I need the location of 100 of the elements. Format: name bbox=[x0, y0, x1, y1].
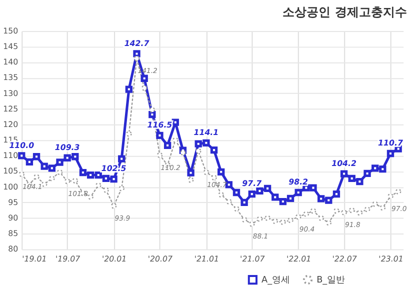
y-tick-label: 120 bbox=[3, 120, 18, 129]
y-tick-label: 105 bbox=[3, 166, 18, 176]
point bbox=[295, 214, 302, 220]
point bbox=[134, 56, 140, 62]
point bbox=[156, 132, 164, 140]
point bbox=[94, 171, 102, 179]
data-label: 110.7 bbox=[378, 138, 404, 148]
point bbox=[388, 193, 394, 200]
x-tick-label: '20.01 bbox=[102, 254, 127, 264]
data-label: 109.3 bbox=[54, 143, 80, 152]
x-tick-label: '21.07 bbox=[240, 254, 265, 264]
point bbox=[210, 146, 218, 154]
point bbox=[332, 190, 340, 198]
point bbox=[149, 106, 156, 113]
point bbox=[386, 150, 394, 158]
data-label: 114.1 bbox=[194, 128, 219, 138]
point bbox=[279, 198, 287, 206]
legend-label: A_영세 bbox=[262, 276, 290, 286]
point bbox=[317, 195, 325, 202]
point bbox=[141, 85, 148, 91]
point bbox=[334, 208, 340, 214]
point bbox=[302, 184, 310, 192]
chart-title: 소상공인 경제고충지수 bbox=[282, 5, 407, 20]
point bbox=[325, 196, 332, 204]
y-tick-label: 135 bbox=[3, 73, 18, 82]
point bbox=[280, 219, 286, 225]
point bbox=[303, 211, 310, 217]
y-tick-label: 140 bbox=[3, 58, 18, 67]
point bbox=[126, 130, 132, 137]
point bbox=[48, 164, 56, 172]
point bbox=[118, 186, 125, 192]
point bbox=[326, 220, 332, 226]
data-label: 142.7 bbox=[124, 38, 150, 48]
x-tick-label: '23.01 bbox=[378, 254, 404, 264]
point bbox=[340, 170, 348, 178]
x-tick-label: '22.01 bbox=[286, 254, 312, 264]
point bbox=[64, 178, 70, 184]
point bbox=[202, 139, 210, 146]
point bbox=[156, 152, 163, 158]
point bbox=[34, 174, 40, 180]
point bbox=[118, 155, 126, 162]
y-tick-label: 125 bbox=[3, 104, 18, 114]
y-tick-label: 130 bbox=[3, 88, 18, 98]
y-tick-label: 95 bbox=[8, 198, 18, 207]
point bbox=[194, 140, 202, 148]
point bbox=[18, 152, 26, 160]
point bbox=[148, 110, 156, 118]
point bbox=[226, 198, 232, 204]
point bbox=[172, 137, 178, 143]
point bbox=[356, 178, 364, 186]
point bbox=[364, 170, 371, 178]
x-tick-label: '19.01 bbox=[22, 254, 47, 264]
y-tick-label: 145 bbox=[3, 42, 18, 52]
point bbox=[288, 217, 294, 224]
data-label: 97.7 bbox=[242, 179, 262, 188]
point bbox=[40, 162, 48, 170]
y-tick-label: 90 bbox=[8, 214, 18, 223]
point bbox=[256, 187, 264, 195]
point bbox=[272, 194, 279, 201]
y-tick-label: 80 bbox=[8, 244, 18, 254]
point bbox=[395, 188, 402, 194]
point bbox=[240, 198, 248, 206]
point bbox=[356, 210, 363, 216]
point bbox=[218, 192, 224, 198]
point bbox=[110, 175, 118, 183]
point bbox=[172, 118, 179, 126]
point bbox=[72, 178, 78, 184]
x-tick-label: '20.07 bbox=[148, 254, 173, 264]
point bbox=[264, 215, 270, 221]
point bbox=[294, 188, 302, 196]
point bbox=[56, 158, 64, 166]
point bbox=[318, 215, 324, 221]
point bbox=[372, 164, 379, 172]
point bbox=[348, 207, 355, 214]
point bbox=[32, 153, 40, 160]
point bbox=[95, 182, 102, 188]
point bbox=[286, 194, 294, 202]
point bbox=[264, 184, 272, 192]
point bbox=[164, 142, 172, 149]
point bbox=[241, 216, 248, 223]
y-tick-label: 110 bbox=[3, 151, 18, 160]
point bbox=[195, 148, 202, 154]
legend-label: B_일반 bbox=[316, 276, 346, 286]
point bbox=[26, 158, 34, 166]
point bbox=[234, 206, 240, 212]
point bbox=[110, 203, 117, 209]
point bbox=[188, 177, 194, 183]
data-label: 104.2 bbox=[332, 158, 357, 168]
point bbox=[380, 204, 386, 211]
point bbox=[272, 218, 278, 224]
y-tick-label: 100 bbox=[3, 182, 18, 192]
point bbox=[18, 171, 25, 177]
point bbox=[379, 166, 386, 173]
data-label: 98.2 bbox=[288, 178, 309, 187]
point bbox=[140, 74, 148, 82]
point bbox=[102, 174, 110, 182]
point bbox=[218, 168, 225, 176]
x-tick-label: '21.01 bbox=[194, 254, 220, 264]
x-tick-label: '22.07 bbox=[332, 254, 357, 264]
point bbox=[203, 169, 210, 176]
